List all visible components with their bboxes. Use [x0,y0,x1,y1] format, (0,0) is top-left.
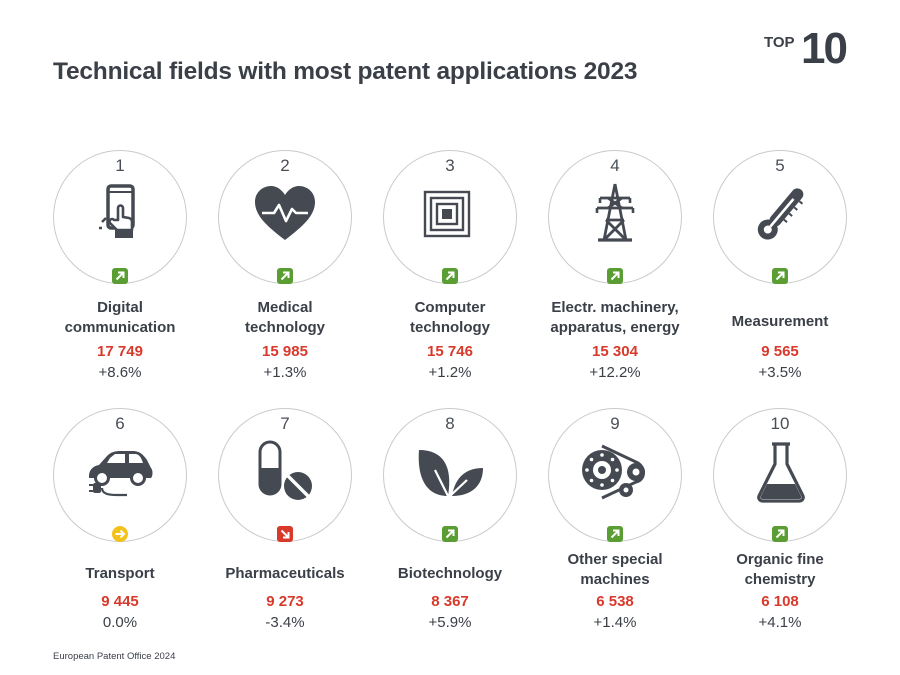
thermometer-icon [745,180,815,250]
top10-badge: TOP 10 [764,24,864,78]
field-rank: 2 [280,156,290,175]
field-circle [548,150,682,284]
field-name-line: Computer [414,299,486,316]
field-name-line: Transport [85,565,155,582]
field-name-line: Digital [97,299,143,316]
field-change: +1.3% [263,364,307,381]
heartbeat-icon [250,180,320,250]
trend-flat-icon [112,526,128,542]
field-name: Pharmaceuticals [195,564,375,584]
trend-up-icon [442,526,458,542]
field-name-line: Pharmaceuticals [225,565,345,582]
field-rank: 9 [610,414,620,433]
trend-up-icon [112,268,128,284]
field-name: Organic fine chemistry [690,550,870,590]
field-change: +1.4% [593,614,637,631]
field-value: 15 304 [592,343,638,360]
source-footer: European Patent Office 2024 [53,651,176,662]
pills-icon [250,438,320,508]
leaves-icon [415,438,485,508]
field-name-line: machines [580,571,650,588]
field-change: +12.2% [589,364,641,381]
field-value: 9 565 [761,343,799,360]
field-value: 6 538 [596,593,634,610]
field-value: 8 367 [431,593,469,610]
field-change: +5.9% [428,614,472,631]
page-title: Technical fields with most patent applic… [53,58,638,85]
trend-down-icon [277,526,293,542]
field-change: +4.1% [758,614,802,631]
field-value: 6 108 [761,593,799,610]
field-rank: 5 [775,156,785,175]
field-value: 15 746 [427,343,473,360]
field-rank: 1 [115,156,125,175]
field-circle [218,408,352,542]
gear-belt-icon [580,438,650,508]
field-rank: 4 [610,156,620,175]
trend-up-icon [772,526,788,542]
field-name: Transport [30,564,210,584]
electric-car-icon [85,438,155,508]
field-value: 9 445 [101,593,139,610]
field-name-line: technology [409,319,490,336]
field-name-line: Biotechnology [397,565,503,582]
trend-up-icon [607,268,623,284]
field-rank: 7 [280,414,290,433]
field-change: 0.0% [102,614,138,631]
trend-up-icon [442,268,458,284]
field-change: -3.4% [265,614,305,631]
field-change: +1.2% [428,364,472,381]
field-name-line: Organic fine [736,551,824,568]
field-value: 9 273 [266,593,304,610]
trend-up-icon [772,268,788,284]
field-name: Digital communication [30,298,210,338]
field-name: Biotechnology [360,564,540,584]
trend-up-icon [277,268,293,284]
field-name: Medical technology [195,298,375,338]
field-value: 17 749 [97,343,143,360]
field-name-line: chemistry [744,571,816,588]
field-name-line: communication [64,319,176,336]
field-rank: 10 [770,414,790,433]
field-name: Computer technology [360,298,540,338]
field-name: Other special machines [525,550,705,590]
field-rank: 8 [445,414,455,433]
touchscreen-phone-icon [85,180,155,250]
field-name-line: apparatus, energy [550,319,680,336]
field-name: Electr. machinery, apparatus, energy [525,298,705,338]
badge-number: 10 [801,24,848,73]
trend-up-icon [607,526,623,542]
field-name-line: Other special [567,551,663,568]
field-name-line: Measurement [731,313,829,330]
field-name-line: Electr. machinery, [551,299,679,316]
field-rank: 3 [445,156,455,175]
field-value: 15 985 [262,343,308,360]
flask-icon [745,438,815,508]
chip-icon [415,180,485,250]
field-change: +8.6% [98,364,142,381]
field-circle [713,408,847,542]
badge-top-label: TOP [764,34,795,51]
field-change: +3.5% [758,364,802,381]
field-name-line: technology [244,319,325,336]
power-pylon-icon [580,180,650,250]
field-name-line: Medical [257,299,313,316]
field-circle [383,408,517,542]
field-rank: 6 [115,414,125,433]
field-name: Measurement [690,312,870,332]
